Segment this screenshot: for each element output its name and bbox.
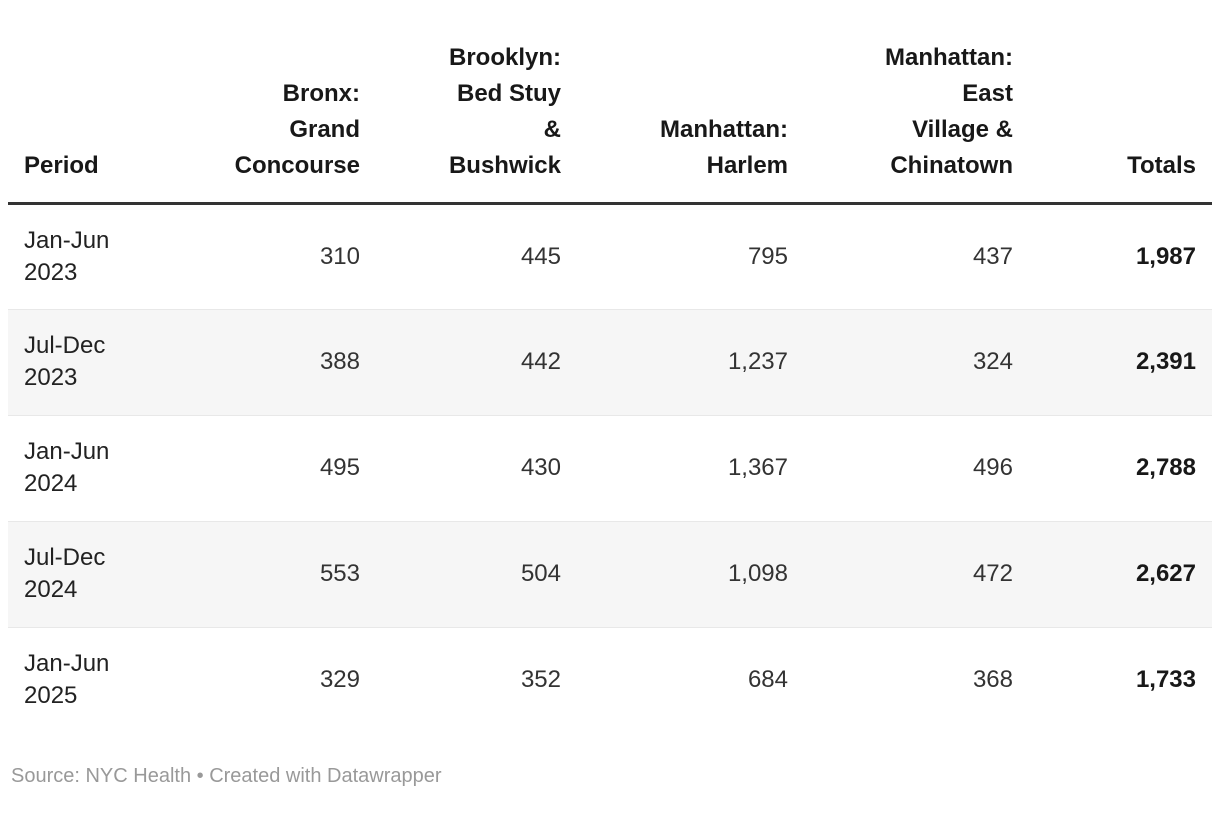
value-cell: 1,098 (577, 520, 804, 627)
header-bronx-grand-concourse: Bronx: Grand Concourse (176, 0, 376, 205)
value-cell: 553 (176, 520, 376, 627)
value-cell: 445 (520, 242, 561, 270)
period-cell: Jul-Dec 2024 (8, 520, 176, 627)
value-cell: 442 (376, 308, 577, 415)
totals-cell: 2,391 (1029, 308, 1212, 415)
data-table: Period Bronx: Grand Concourse Brooklyn: … (8, 0, 1212, 733)
table-row: Jan-Jun 2023 310 445 795 437 1,987 (8, 203, 1212, 309)
value-cell: 1,367 (577, 414, 804, 521)
value-cell: 329 (176, 626, 376, 733)
header-manhattan-east-village-chinatown: Manhattan: East Village & Chinatown (804, 0, 1029, 205)
value-cell: 388 (176, 308, 376, 415)
header-manhattan-harlem: Manhattan: Harlem (577, 0, 804, 205)
table-row: Jan-Jun 2025 329 352 684 368 1,733 (8, 626, 1212, 733)
value-cell: 495 (176, 414, 376, 521)
value-cell: 310 (319, 242, 360, 270)
table-row: Jul-Dec 2023 388 442 1,237 324 2,391 (8, 308, 1212, 415)
period-cell: Jan-Jun 2025 (8, 626, 176, 733)
period-cell: Jan-Jun 2024 (8, 414, 176, 521)
period-cell: Jan-Jun 2023 (24, 226, 110, 286)
value-cell: 684 (577, 626, 804, 733)
period-cell: Jul-Dec 2023 (8, 308, 176, 415)
table-row: Jan-Jun 2024 495 430 1,367 496 2,788 (8, 414, 1212, 521)
header-row: Period Bronx: Grand Concourse Brooklyn: … (8, 0, 1212, 205)
source-attribution: Source: NYC Health • Created with Datawr… (11, 765, 442, 787)
table-row: Jul-Dec 2024 553 504 1,098 472 2,627 (8, 520, 1212, 627)
header-period: Period (8, 0, 176, 205)
totals-cell: 1,987 (1135, 242, 1196, 270)
value-cell: 324 (804, 308, 1029, 415)
table-container: Period Bronx: Grand Concourse Brooklyn: … (8, 0, 1212, 733)
table-body: Jan-Jun 2023 310 445 795 437 1,987 Jul-D… (8, 203, 1212, 733)
value-cell: 437 (972, 242, 1013, 270)
table-header: Period Bronx: Grand Concourse Brooklyn: … (8, 0, 1212, 205)
header-brooklyn-bed-stuy-bushwick: Brooklyn: Bed Stuy & Bushwick (376, 0, 577, 205)
value-cell: 504 (376, 520, 577, 627)
value-cell: 1,237 (577, 308, 804, 415)
value-cell: 368 (804, 626, 1029, 733)
value-cell: 472 (804, 520, 1029, 627)
totals-cell: 2,788 (1029, 414, 1212, 521)
value-cell: 795 (747, 242, 788, 270)
totals-cell: 1,733 (1029, 626, 1212, 733)
value-cell: 352 (376, 626, 577, 733)
totals-cell: 2,627 (1029, 520, 1212, 627)
header-totals: Totals (1029, 0, 1212, 205)
value-cell: 496 (804, 414, 1029, 521)
value-cell: 430 (376, 414, 577, 521)
